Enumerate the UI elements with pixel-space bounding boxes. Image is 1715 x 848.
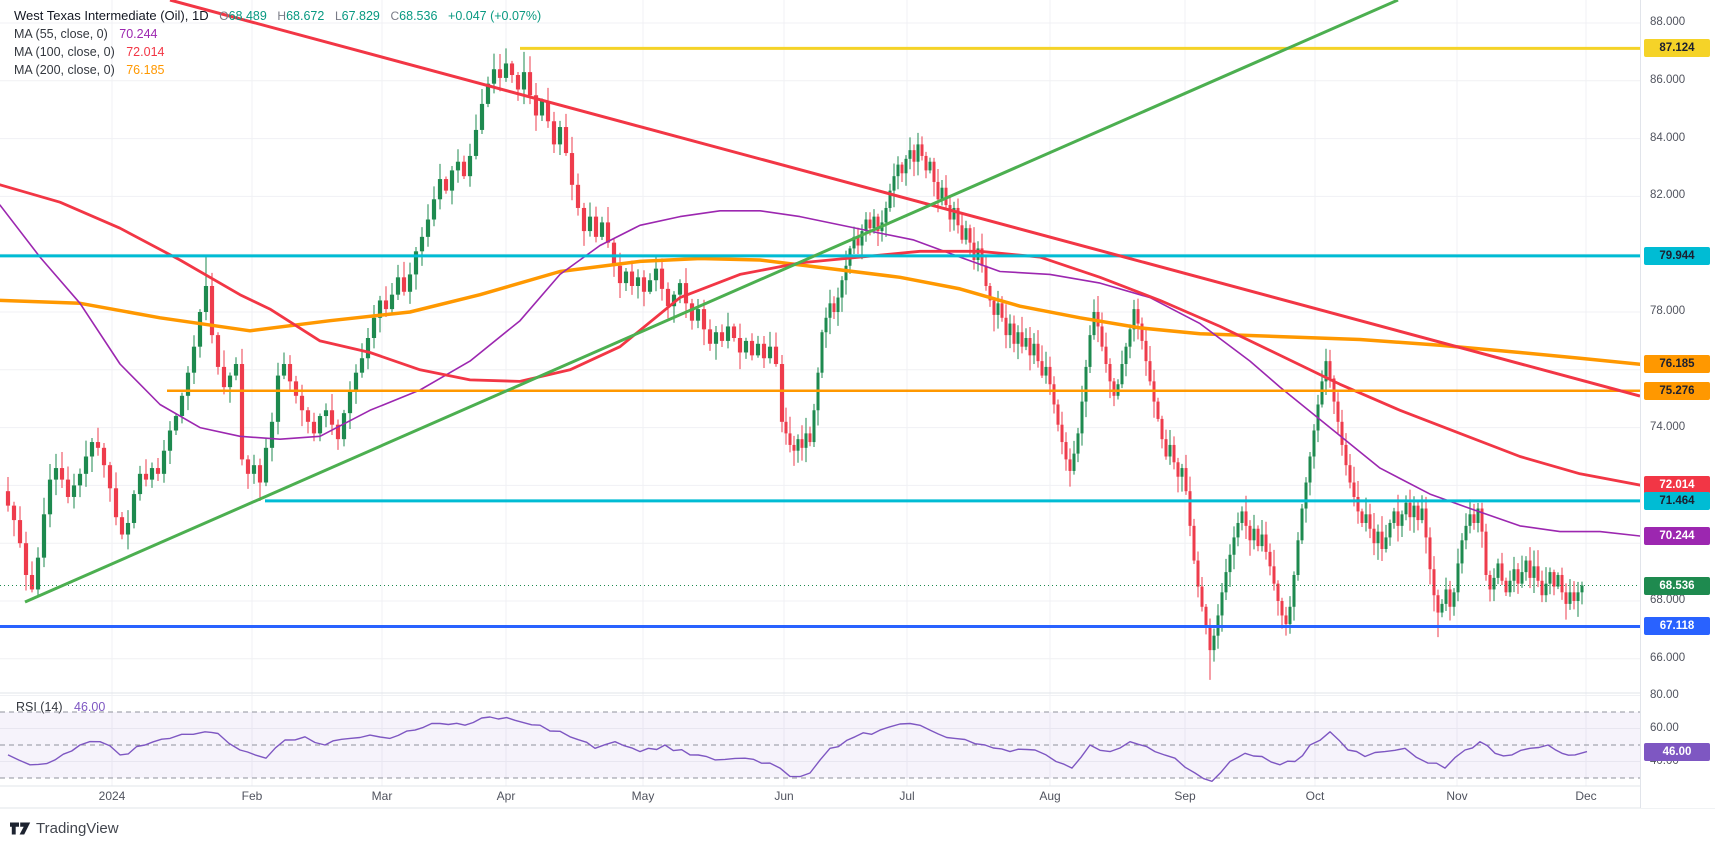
price-tick-88.000: 88.000 <box>1650 16 1686 28</box>
ma55-value: 70.244 <box>119 27 158 41</box>
month-label-Apr: Apr <box>496 789 516 803</box>
legend: West Texas Intermediate (Oil), 1D O68.48… <box>14 7 541 79</box>
price-tick-86.000: 86.000 <box>1650 73 1686 86</box>
candlestick-series <box>5 48 1584 680</box>
rsi-tick-80.00: 80.00 <box>1650 688 1679 701</box>
month-label-May: May <box>631 789 655 803</box>
tradingview-logo-icon <box>10 822 31 835</box>
month-label-Sep: Sep <box>1174 789 1196 803</box>
price-label-67.118: 67.118 <box>1644 617 1710 636</box>
month-label-2024: 2024 <box>98 789 126 803</box>
rsi-legend-row[interactable]: RSI (14) 46.00 <box>16 699 105 715</box>
ma55-line <box>0 204 1640 537</box>
price-tick-74.000: 74.000 <box>1650 420 1686 433</box>
symbol-title-row[interactable]: West Texas Intermediate (Oil), 1D O68.48… <box>14 7 541 25</box>
descending-trendline[interactable] <box>169 0 1640 398</box>
price-label-70.244: 70.244 <box>1644 527 1710 546</box>
price-label-75.276: 75.276 <box>1644 381 1710 400</box>
month-label-Oct: Oct <box>1305 789 1325 803</box>
ma55-legend-row[interactable]: MA (55, close, 0) 70.244 <box>14 25 541 43</box>
price-tick-84.000: 84.000 <box>1650 131 1686 144</box>
price-label-76.185: 76.185 <box>1644 355 1710 374</box>
price-label-68.536: 68.536 <box>1644 576 1710 595</box>
close-value: 68.536 <box>399 9 438 23</box>
main-price-pane <box>0 0 1640 680</box>
price-tick-82.000: 82.000 <box>1650 189 1686 202</box>
open-label: O <box>219 9 229 23</box>
month-label-Nov: Nov <box>1446 789 1468 803</box>
month-label-Jun: Jun <box>774 789 794 803</box>
rsi-pane <box>0 711 1640 782</box>
ma200-label: MA (200, close, 0) <box>14 63 115 77</box>
rsi-line <box>7 716 1588 782</box>
change-value: +0.047 (+0.07%) <box>448 9 542 23</box>
price-label-72.014: 72.014 <box>1644 475 1710 494</box>
rsi-current-label: 46.00 <box>1644 742 1710 761</box>
ma200-legend-row[interactable]: MA (200, close, 0) 76.185 <box>14 61 541 79</box>
price-tick-78.000: 78.000 <box>1650 305 1686 317</box>
price-tick-66.000: 66.000 <box>1650 651 1686 664</box>
rsi-tick-60.00: 60.00 <box>1650 721 1679 734</box>
ma100-label: MA (100, close, 0) <box>14 45 115 59</box>
month-label-Dec: Dec <box>1575 789 1597 803</box>
rsi-value: 46.00 <box>74 700 106 714</box>
price-label-87.124: 87.124 <box>1644 39 1710 58</box>
low-label: L <box>334 9 342 23</box>
price-label-79.944: 79.944 <box>1644 246 1710 265</box>
month-label-Aug: Aug <box>1039 789 1061 803</box>
close-label: C <box>390 9 400 23</box>
price-tick-68.000: 68.000 <box>1650 594 1686 606</box>
high-label: H <box>277 9 287 23</box>
open-value: 68.489 <box>228 9 267 23</box>
ma200-value: 76.185 <box>126 63 165 77</box>
low-value: 67.829 <box>341 9 380 23</box>
time-axis[interactable]: 2024 Feb Mar Apr May Jun Jul Aug Sep Oct Nov Dec <box>0 786 1640 808</box>
month-label-Feb: Feb <box>241 789 263 803</box>
ma55-label: MA (55, close, 0) <box>14 27 108 41</box>
ma100-line <box>0 183 1640 487</box>
month-label-Mar: Mar <box>371 789 393 803</box>
ma100-value: 72.014 <box>126 45 165 59</box>
gridlines <box>0 0 1640 786</box>
rsi-label: RSI (14) <box>16 700 63 714</box>
price-axis[interactable]: 88.000 86.000 84.000 82.000 78.000 74.000 68.0… <box>1640 0 1715 808</box>
ascending-trendline[interactable] <box>24 0 1399 604</box>
tradingview-watermark[interactable]: TradingView <box>10 820 119 837</box>
price-label-71.464: 71.464 <box>1644 491 1710 510</box>
ma200-line <box>0 256 1640 367</box>
high-value: 68.672 <box>286 9 325 23</box>
ma100-legend-row[interactable]: MA (100, close, 0) 72.014 <box>14 43 541 61</box>
symbol-title: West Texas Intermediate (Oil), 1D <box>14 8 209 23</box>
tradingview-watermark-text: TradingView <box>36 820 119 837</box>
month-label-Jul: Jul <box>899 789 915 803</box>
